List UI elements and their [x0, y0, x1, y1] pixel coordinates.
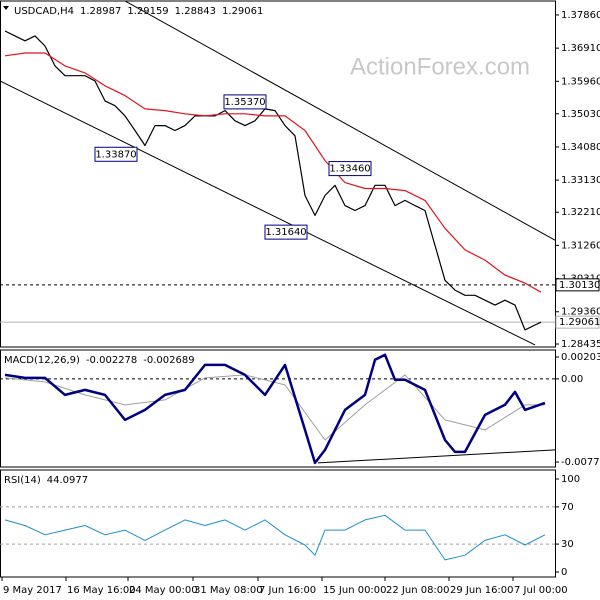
- panel-title: MACD(12,26,9): [4, 355, 80, 366]
- y-tick-label: -0.00772: [561, 457, 600, 468]
- y-tick-label: 1.31260: [561, 240, 600, 251]
- annotation-box: [223, 94, 267, 110]
- quote-value: 1.28843: [175, 6, 216, 17]
- level-box: [555, 278, 600, 292]
- menu-arrow: [3, 6, 9, 10]
- x-tick-label: 29 Jun 16:00: [450, 585, 514, 596]
- series-line: [4, 30, 542, 331]
- trendline: [124, 0, 556, 241]
- x-tick-label: 16 May 16:00: [67, 585, 136, 596]
- quote-value: -0.002689: [143, 355, 194, 366]
- series-line: [4, 374, 545, 441]
- series-line: [4, 514, 546, 561]
- annotation-label: 1.33870: [95, 149, 136, 160]
- annotation-label: 1.35370: [224, 97, 265, 108]
- y-tick-label: 100: [561, 474, 580, 485]
- y-tick-label: 0.00203: [561, 352, 600, 363]
- trendline: [0, 80, 536, 346]
- annotation-box: [328, 161, 372, 177]
- panel-header: USDCAD,H4 1.28987 1.29159 1.28843 1.29061: [14, 6, 263, 17]
- quote-value: 44.0977: [47, 475, 88, 486]
- level-box: [555, 315, 600, 329]
- y-tick-label: 1.36910: [561, 43, 600, 54]
- level-label: 1.30130: [559, 280, 600, 291]
- y-tick-label: 1.37860: [561, 10, 600, 21]
- x-tick-label: 9 May 2017: [3, 585, 62, 596]
- panel-frame: [0, 469, 556, 578]
- quote-value: 1.29159: [127, 6, 168, 17]
- quote-value: -0.002278: [86, 355, 137, 366]
- panel-header: MACD(12,26,9) -0.002278 -0.002689: [4, 355, 195, 366]
- panel-frame: [0, 0, 556, 348]
- x-tick-label: 22 Jun 08:00: [386, 585, 450, 596]
- y-tick-label: 1.28435: [561, 339, 600, 350]
- y-tick-label: 1.35960: [561, 76, 600, 87]
- panel-title: RSI(14): [4, 475, 41, 486]
- y-tick-label: 30: [561, 539, 574, 550]
- level-label: 1.29061: [559, 317, 600, 328]
- annotation-label: 1.33460: [329, 164, 370, 175]
- series-line: [4, 353, 546, 465]
- x-tick-label: 24 May 00:00: [129, 585, 198, 596]
- y-tick-label: 1.34080: [561, 142, 600, 153]
- annotation-box: [94, 146, 138, 162]
- y-tick-label: 1.35030: [561, 109, 600, 120]
- y-tick-label: 70: [561, 502, 574, 513]
- y-tick-label: 0.00: [561, 374, 583, 385]
- x-tick-label: 7 Jul 00:00: [514, 585, 568, 596]
- panel-header: RSI(14) 44.0977: [4, 475, 88, 486]
- annotation-box: [264, 224, 308, 240]
- x-tick-label: 7 Jun 16:00: [259, 585, 316, 596]
- series-line: [4, 52, 542, 293]
- annotation-label: 1.31640: [265, 227, 306, 238]
- quote-value: 1.28987: [80, 6, 121, 17]
- panel-frame: [0, 349, 556, 468]
- y-tick-label: 1.29360: [561, 307, 600, 318]
- panel-title: USDCAD,H4: [14, 6, 74, 17]
- y-tick-label: 1.33130: [561, 175, 600, 186]
- x-tick-label: 31 May 08:00: [194, 585, 263, 596]
- y-tick-label: 0: [561, 567, 567, 578]
- y-tick-label: 1.32210: [561, 207, 600, 218]
- quote-value: 1.29061: [222, 6, 263, 17]
- x-tick-label: 15 Jun 00:00: [323, 585, 387, 596]
- trendline: [317, 449, 556, 464]
- watermark: ActionForex.com: [350, 53, 530, 80]
